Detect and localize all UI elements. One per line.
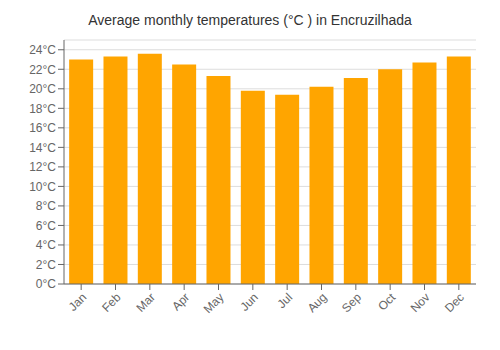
html-text:Average monthly temperatures (: Average monthly temperatures (°C ) in En… [88,12,412,28]
svg-text:20°C: 20°C [29,82,56,96]
svg-text:6°C: 6°C [36,219,56,233]
svg-text:22°C: 22°C [29,63,56,77]
svg-text:Dec: Dec [442,290,467,315]
svg-text:4°C: 4°C [36,238,56,252]
svg-text:16°C: 16°C [29,121,56,135]
svg-text:Apr: Apr [169,290,192,313]
svg-text:Jun: Jun [237,290,261,314]
svg-text:12°C: 12°C [29,160,56,174]
svg-text:May: May [201,290,227,316]
svg-text:Sep: Sep [339,290,364,315]
svg-text:10°C: 10°C [29,180,56,194]
svg-text:8°C: 8°C [36,199,56,213]
svg-text:0°C: 0°C [36,277,56,291]
svg-text:18°C: 18°C [29,102,56,116]
svg-text:Jan: Jan [66,290,90,314]
svg-text:14°C: 14°C [29,141,56,155]
svg-text:24°C: 24°C [29,43,56,57]
svg-text:Jul: Jul [275,290,296,311]
svg-text:2°C: 2°C [36,258,56,272]
svg-text:Aug: Aug [305,290,330,315]
svg-text:Oct: Oct [375,290,399,314]
svg-text:Nov: Nov [408,290,433,315]
svg-text:Mar: Mar [133,290,158,315]
svg-text:Feb: Feb [99,290,124,315]
